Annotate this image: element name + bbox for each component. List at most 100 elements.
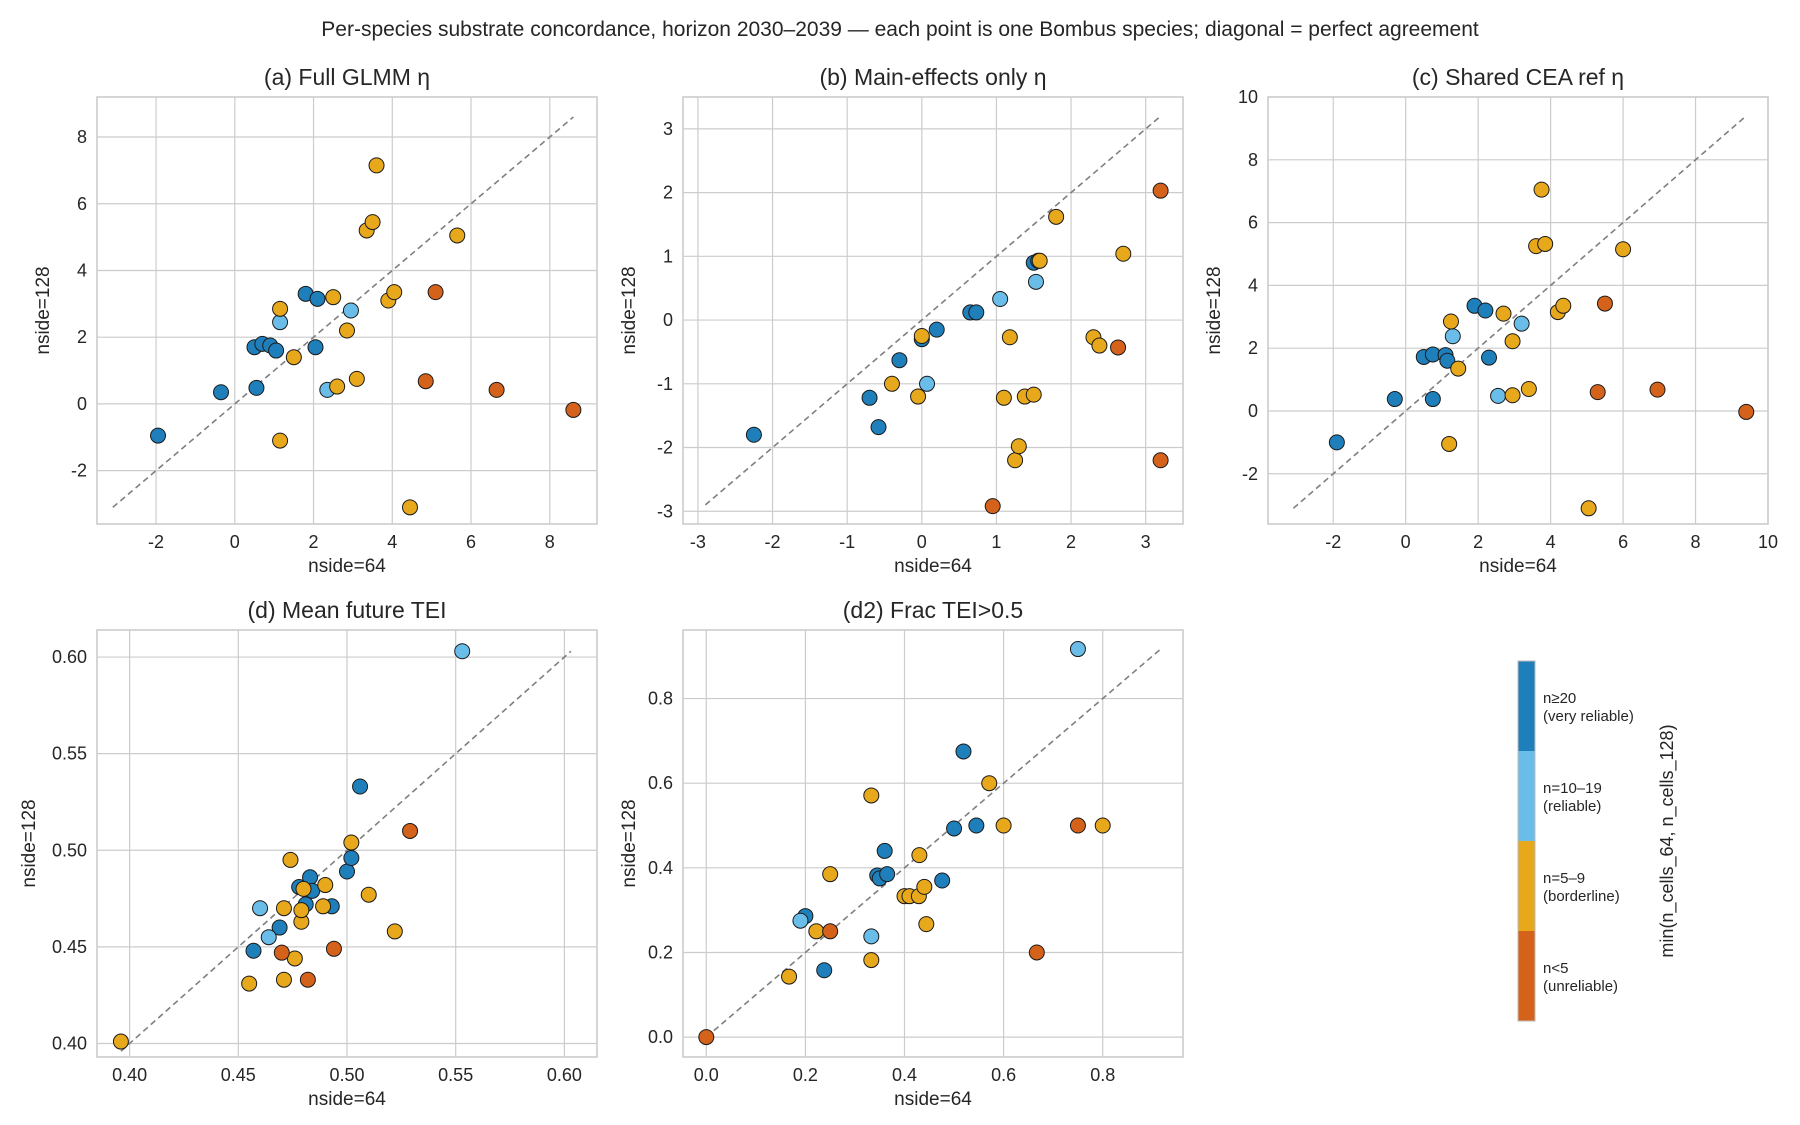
data-point [955,743,972,760]
data-point [1490,387,1507,404]
diagonal-line [120,650,572,1052]
data-point [992,291,1009,308]
y-tick-label: 2 [77,327,87,347]
data-point [1495,305,1512,322]
data-point [1738,403,1755,420]
data-point [808,923,825,940]
data-point [1110,339,1127,356]
data-point [1589,384,1606,401]
data-point [252,900,269,917]
data-point [282,851,299,868]
data-point [402,822,419,839]
data-point [245,942,262,959]
colorbar-segment-reliable [1518,751,1535,841]
data-point [275,971,292,988]
scatter-c: -2 0 2 4 6 8 10 -2 0 2 4 6 8 10 (c) Shared CEA ref η ns… [1204,64,1778,577]
figure-title: Per-species substrate concordance, horiz… [321,18,1479,41]
data-point [401,499,418,516]
data-point [1424,391,1441,408]
data-point [360,886,377,903]
panel-d: 0.40 0.45 0.50 0.55 0.60 0.40 0.45 0.50 0.55 0.60… [19,597,598,1110]
panel-d2: 0.0 0.2 0.4 0.6 0.8 0.0 0.2 0.4 0.6 0.8 (d2) Frac … [619,597,1184,1110]
data-point [299,971,316,988]
axes-frame [96,629,598,1058]
y-tick-label: 6 [77,194,87,214]
colorbar-sublabel-very-reliable: (very reliable) [1543,708,1634,725]
x-tick-label: 0 [1401,532,1411,552]
data-point [1504,333,1521,350]
y-tick-label: 0.55 [52,744,87,764]
axes-frame [682,629,1184,1058]
data-point [1481,349,1498,366]
data-point [1091,337,1108,354]
data-point [822,866,839,883]
data-point [272,432,289,449]
data-point [984,498,1001,515]
data-point [1444,328,1461,345]
data-point [863,928,880,945]
data-point [352,778,369,795]
data-point [273,944,290,961]
data-point [1580,500,1597,517]
y-axis-label: nside=128 [19,799,40,887]
data-point [1031,252,1048,269]
y-tick-label: 10 [1238,87,1258,107]
data-point [1001,329,1018,346]
x-tick-label: 8 [545,532,555,552]
data-point [968,304,985,321]
data-point [1504,387,1521,404]
reliability-colorbar: n≥20 (very reliable) n=10–19 (reliable) … [1515,658,1715,1033]
x-tick-label: -3 [690,532,706,552]
y-tick-label: 2 [1248,338,1258,358]
data-point [918,916,935,933]
x-tick-label: 2 [1066,532,1076,552]
x-axis-label: nside=64 [894,1089,972,1110]
diagonal-line [112,116,574,508]
x-tick-label: 0.6 [991,1065,1016,1085]
data-point [417,373,434,390]
data-point [248,379,265,396]
x-axis-label: nside=64 [1479,556,1557,577]
data-point [968,817,985,834]
data-point [1386,391,1403,408]
x-tick-label: 0.2 [793,1065,818,1085]
data-point [863,787,880,804]
y-tick-label: 3 [663,119,673,139]
data-point [1094,817,1111,834]
data-point [1520,380,1537,397]
y-tick-label: 4 [77,260,87,280]
data-point [822,923,839,940]
data-point [1615,241,1632,258]
panel-c: -2 0 2 4 6 8 10 -2 0 2 4 6 8 10 (c) Shared CEA ref η ns… [1204,64,1778,577]
data-point [919,375,936,392]
y-tick-label: 0.6 [648,773,673,793]
panel-title: (c) Shared CEA ref η [1412,64,1624,90]
data-point [1152,182,1169,199]
colorbar-segment-borderline [1518,841,1535,931]
scatter-d: 0.40 0.45 0.50 0.55 0.60 0.40 0.45 0.50 0.55 0.60… [19,597,598,1110]
data-point [565,401,582,418]
x-tick-label: 0.55 [438,1065,473,1085]
colorbar-label-unreliable: n<5 [1543,960,1568,977]
y-tick-label: 0.8 [648,689,673,709]
data-point [150,427,167,444]
colorbar-label-very-reliable: n≥20 [1543,690,1576,707]
y-tick-label: -2 [657,438,673,458]
panel-title: (a) Full GLMM η [264,64,430,90]
data-point [946,820,963,837]
x-tick-label: -2 [1325,532,1341,552]
y-tick-label: -1 [657,374,673,394]
panel-a: -2 0 2 4 6 8 -2 0 2 4 6 8 (a) Full GLMM η nside=64 nsi… [33,64,598,577]
x-tick-label: -2 [765,532,781,552]
x-tick-label: 0.50 [329,1065,364,1085]
data-point [286,950,303,967]
diagonal-line [704,115,1162,506]
data-point [1027,273,1044,290]
data-point [781,968,798,985]
data-point [1533,181,1550,198]
x-tick-label: 10 [1758,532,1778,552]
data-point [386,284,403,301]
x-tick-label: 0.8 [1090,1065,1115,1085]
y-tick-label: 1 [663,246,673,266]
y-tick-label: 6 [1248,213,1258,233]
